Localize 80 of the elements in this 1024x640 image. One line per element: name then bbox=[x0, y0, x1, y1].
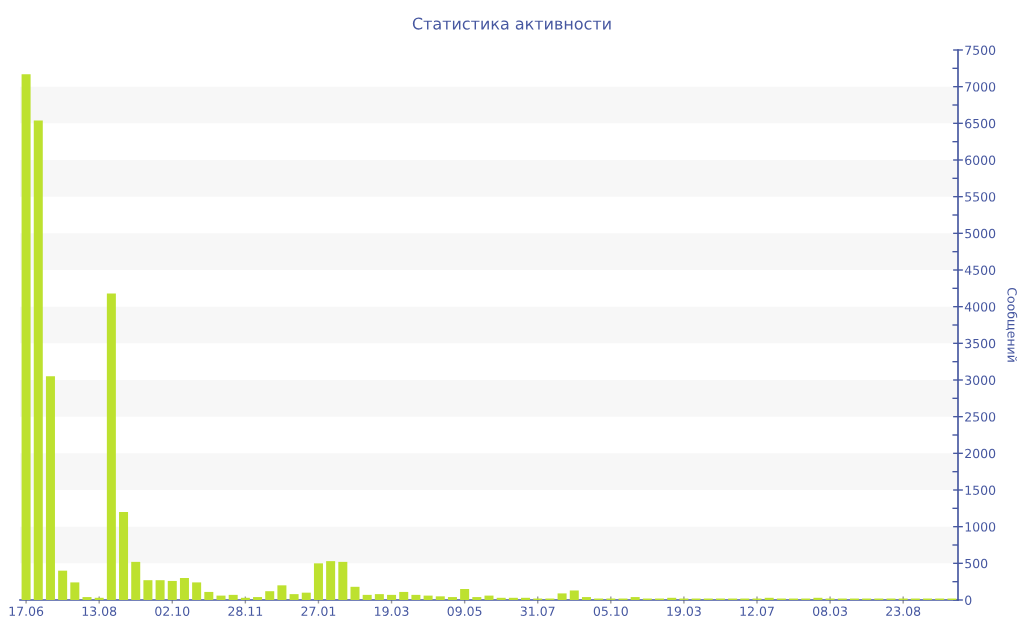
y-tick-label: 6000 bbox=[965, 155, 996, 165]
y-tick-label: 7500 bbox=[965, 45, 996, 55]
bar bbox=[265, 591, 275, 600]
bar bbox=[277, 585, 287, 600]
bar bbox=[399, 591, 409, 600]
bar bbox=[374, 594, 384, 600]
x-tick-label: 19.03 bbox=[667, 606, 701, 616]
bar bbox=[33, 120, 43, 600]
bar bbox=[496, 597, 506, 600]
bar bbox=[289, 594, 299, 600]
y-tick-label: 500 bbox=[965, 558, 988, 569]
bar bbox=[630, 597, 640, 600]
bar bbox=[460, 589, 470, 600]
bar bbox=[326, 561, 336, 600]
bar bbox=[204, 591, 214, 600]
bar bbox=[435, 596, 445, 600]
chart-title: Статистика активности bbox=[412, 17, 611, 30]
bar bbox=[45, 376, 55, 600]
bar bbox=[131, 561, 141, 600]
x-tick-label: 08.03 bbox=[813, 606, 847, 616]
bar bbox=[216, 595, 226, 600]
y-tick-label: 3000 bbox=[965, 375, 996, 385]
bar bbox=[155, 580, 165, 600]
bar bbox=[179, 578, 189, 600]
bar bbox=[119, 512, 129, 600]
x-tick-label: 02.10 bbox=[155, 606, 190, 616]
y-axis-title: Сообщений bbox=[1005, 287, 1018, 362]
y-tick-label: 3500 bbox=[965, 338, 996, 349]
bar bbox=[253, 597, 263, 600]
bar bbox=[764, 597, 774, 600]
bar bbox=[94, 597, 104, 600]
bar bbox=[143, 580, 153, 600]
y-tick-label: 2500 bbox=[965, 412, 996, 422]
y-tick-label: 6500 bbox=[965, 118, 996, 129]
bar bbox=[21, 74, 31, 600]
bar bbox=[167, 580, 177, 600]
bar bbox=[350, 586, 360, 600]
bar bbox=[106, 293, 116, 600]
bar bbox=[70, 582, 80, 600]
y-tick-label: 1000 bbox=[965, 522, 996, 532]
bar bbox=[411, 594, 421, 600]
x-tick-label: 23.08 bbox=[886, 606, 921, 616]
bar bbox=[813, 597, 823, 600]
bar bbox=[423, 595, 433, 600]
bar bbox=[472, 597, 482, 600]
bar bbox=[508, 597, 518, 600]
bar bbox=[581, 597, 591, 600]
y-tick-label: 0 bbox=[965, 595, 972, 605]
bar bbox=[82, 597, 92, 600]
y-tick-label: 1500 bbox=[965, 485, 996, 495]
x-tick-label: 09.05 bbox=[447, 606, 482, 616]
y-tick-label: 4000 bbox=[964, 302, 996, 312]
x-tick-label: 31.07 bbox=[520, 606, 555, 616]
bar bbox=[240, 597, 250, 600]
x-tick-label: 28.11 bbox=[228, 606, 263, 616]
y-tick-label: 5000 bbox=[965, 228, 996, 239]
bar bbox=[228, 594, 238, 600]
bar bbox=[301, 592, 311, 600]
y-tick-label: 5500 bbox=[965, 192, 996, 202]
x-tick-label: 13.08 bbox=[82, 606, 117, 616]
bar bbox=[484, 595, 494, 600]
bar bbox=[338, 561, 348, 600]
x-tick-label: 12.07 bbox=[740, 606, 774, 616]
y-tick-label: 7000 bbox=[965, 82, 996, 92]
bar bbox=[362, 594, 372, 600]
bar bbox=[387, 594, 397, 600]
bar bbox=[192, 582, 202, 600]
bar bbox=[521, 597, 531, 600]
bar bbox=[557, 593, 567, 600]
bar bbox=[313, 563, 323, 600]
bar bbox=[58, 570, 68, 600]
bar bbox=[447, 597, 457, 600]
bar bbox=[569, 590, 579, 600]
y-tick-label: 2000 bbox=[965, 448, 996, 459]
bar bbox=[667, 597, 677, 600]
x-tick-label: 05.10 bbox=[593, 606, 628, 616]
x-tick-label: 17.06 bbox=[9, 606, 44, 616]
y-tick-label: 4500 bbox=[964, 265, 996, 275]
x-tick-label: 19.03 bbox=[375, 606, 409, 616]
x-tick-label: 27.01 bbox=[301, 606, 336, 616]
